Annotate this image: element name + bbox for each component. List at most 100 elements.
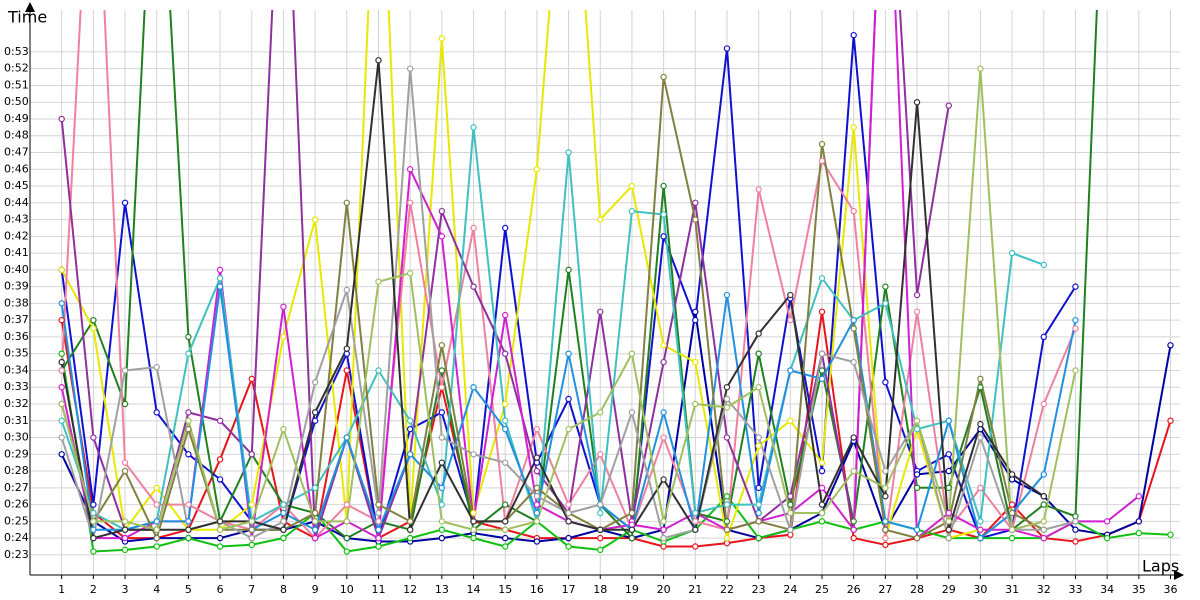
data-point (216, 275, 224, 282)
data-point (913, 291, 921, 299)
data-point (533, 459, 541, 466)
data-point (58, 400, 65, 408)
data-point (438, 434, 446, 441)
data-point (406, 534, 414, 542)
x-tick-label: 31 (1005, 583, 1019, 596)
data-point (502, 501, 509, 508)
data-point (882, 467, 889, 475)
data-point (1103, 534, 1111, 542)
data-point (121, 546, 129, 554)
y-tick-label: 0:49 (4, 112, 29, 125)
data-point (945, 467, 952, 475)
data-point (977, 384, 984, 391)
y-tick-label: 0:30 (4, 431, 29, 444)
data-point (280, 303, 287, 310)
data-point (787, 493, 794, 500)
data-point (977, 375, 984, 383)
data-point (977, 425, 984, 433)
data-point (185, 350, 192, 357)
data-point (90, 325, 97, 332)
data-point (280, 333, 287, 341)
y-tick-label: 0:45 (4, 179, 29, 192)
data-point (502, 543, 509, 550)
x-tick-label: 6 (217, 583, 224, 596)
data-point (628, 534, 636, 542)
data-point (692, 308, 699, 315)
data-point (90, 501, 97, 508)
data-point (121, 534, 129, 542)
data-point (58, 434, 65, 441)
data-point (977, 434, 984, 441)
data-point (406, 425, 414, 433)
data-point (1040, 493, 1047, 500)
data-point (692, 358, 699, 366)
data-point (850, 325, 857, 332)
data-point (343, 548, 351, 555)
x-tick-label: 17 (562, 583, 576, 596)
data-point (597, 308, 604, 315)
data-point (628, 182, 636, 190)
data-point (755, 186, 762, 193)
x-tick-label: 32 (1037, 583, 1051, 596)
data-point (153, 363, 160, 371)
data-point (945, 518, 952, 525)
data-point (502, 526, 509, 533)
data-point (533, 425, 541, 433)
data-point (153, 543, 160, 550)
y-tick-label: 0:27 (4, 481, 29, 494)
data-point (945, 534, 952, 542)
data-point (58, 266, 65, 274)
data-point (882, 526, 889, 533)
data-point (723, 526, 731, 533)
data-point (723, 539, 731, 547)
data-point (502, 459, 509, 466)
data-point (121, 518, 129, 525)
data-point (121, 400, 129, 408)
data-point (216, 456, 224, 463)
data-point (185, 409, 192, 416)
x-tick-label: 30 (973, 583, 987, 596)
data-point (660, 476, 667, 483)
y-tick-label: 0:44 (4, 196, 29, 209)
data-point (977, 484, 984, 492)
data-point (533, 493, 541, 500)
data-point (1135, 493, 1143, 500)
data-point (502, 534, 509, 542)
x-tick-label: 24 (783, 583, 797, 596)
data-point (1008, 526, 1016, 533)
data-point (628, 350, 636, 357)
x-tick-label: 29 (942, 583, 956, 596)
data-point (343, 501, 351, 508)
data-point (692, 316, 699, 324)
data-point (1167, 417, 1174, 424)
data-point (533, 509, 541, 517)
data-point (248, 375, 255, 383)
data-point (818, 375, 826, 383)
x-tick-label: 25 (815, 583, 829, 596)
data-point (216, 526, 224, 533)
y-tick-label: 0:35 (4, 347, 29, 360)
data-point (1040, 526, 1047, 533)
data-point (692, 400, 699, 408)
y-tick-label: 0:42 (4, 229, 29, 242)
data-point (1008, 509, 1016, 517)
data-point (58, 417, 65, 424)
data-point (438, 367, 446, 374)
data-point (470, 224, 477, 232)
data-point (533, 501, 541, 508)
data-point (692, 199, 699, 207)
x-tick-label: 4 (153, 583, 160, 596)
data-point (1072, 518, 1079, 525)
data-point (121, 199, 129, 207)
x-tick-label: 23 (752, 583, 766, 596)
data-point (1008, 534, 1016, 542)
data-point (787, 531, 794, 538)
data-point (787, 367, 794, 374)
data-point (58, 300, 65, 307)
x-tick-label: 12 (403, 583, 417, 596)
data-point (755, 534, 762, 542)
x-axis-arrow (1174, 570, 1184, 580)
data-point (755, 501, 762, 508)
data-point (913, 308, 921, 315)
